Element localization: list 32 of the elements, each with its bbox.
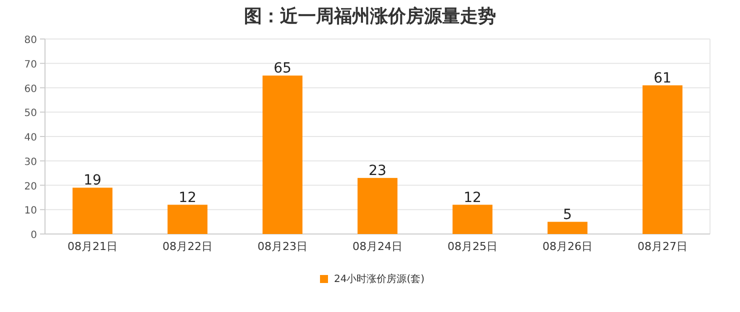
bar [452, 204, 492, 234]
x-tick-label: 08月21日 [68, 240, 118, 253]
bar [358, 178, 398, 234]
bar [168, 204, 208, 234]
x-tick-label: 08月22日 [162, 240, 212, 253]
y-tick-label: 0 [30, 230, 37, 241]
y-tick-label: 10 [24, 206, 37, 217]
x-tick-label: 08月27日 [638, 240, 688, 253]
chart-title: 图：近一周福州涨价房源量走势 [244, 6, 496, 27]
bar [548, 222, 588, 234]
x-tick-label: 08月23日 [258, 240, 308, 253]
y-tick-label: 60 [24, 84, 37, 95]
x-tick-label: 08月24日 [352, 240, 402, 253]
bar [642, 85, 682, 234]
data-label: 65 [274, 60, 292, 77]
data-label: 5 [563, 206, 572, 223]
y-tick-label: 70 [24, 59, 37, 70]
y-tick-label: 30 [24, 156, 37, 168]
y-tick-label: 50 [24, 108, 37, 120]
data-label: 23 [368, 162, 386, 179]
data-label: 12 [464, 190, 482, 206]
y-tick-label: 80 [24, 35, 37, 46]
legend-label: 24小时涨价房源(套) [334, 273, 425, 285]
data-label: 61 [654, 70, 672, 86]
data-label: 12 [178, 190, 196, 206]
bar [262, 76, 302, 234]
data-label: 19 [84, 172, 102, 189]
y-tick-label: 40 [24, 132, 37, 144]
y-tick-label: 20 [24, 181, 37, 192]
x-tick-label: 08月26日 [542, 240, 592, 253]
bar [72, 188, 112, 234]
x-tick-label: 08月25日 [448, 240, 498, 253]
